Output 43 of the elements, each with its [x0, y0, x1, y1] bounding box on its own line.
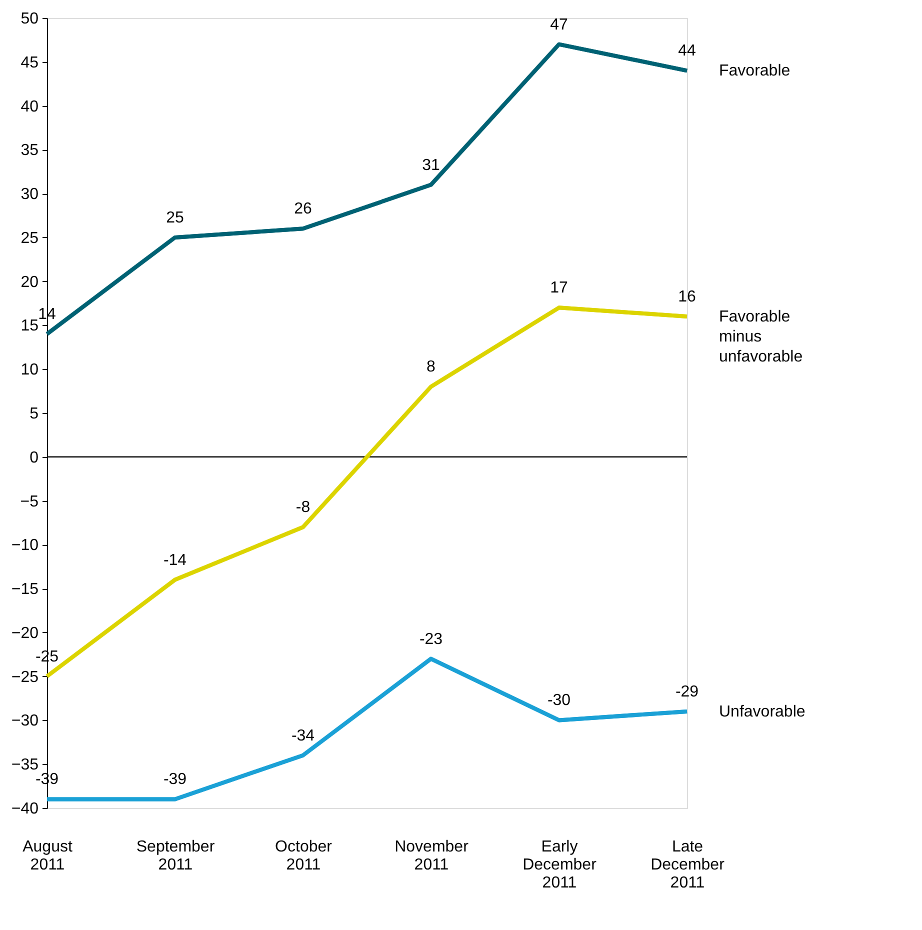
y-tick-label: −35	[11, 756, 39, 774]
data-label: 16	[678, 288, 696, 306]
y-tick-label: 5	[30, 406, 39, 422]
y-tick-label: −30	[11, 712, 39, 730]
y-tick-label: 35	[20, 142, 39, 160]
data-label: -34	[291, 727, 315, 744]
x-tick-label: Late December 2011	[650, 838, 726, 892]
text: Favorable	[719, 62, 790, 80]
y-tick-label: 45	[20, 54, 39, 72]
data-label: 31	[422, 156, 440, 174]
data-label: -30	[547, 692, 571, 710]
y-tick-label: −10	[11, 537, 39, 554]
data-label: -29	[675, 683, 699, 700]
y-tick-label: 30	[20, 186, 39, 204]
x-tick-label: November 2011	[394, 838, 470, 874]
data-label: 47	[550, 16, 568, 34]
data-label: -23	[419, 630, 443, 648]
x-tick-label: August 2011	[22, 838, 73, 874]
y-tick-label: −20	[11, 624, 39, 642]
data-label: 26	[294, 200, 312, 218]
data-label: 44	[678, 42, 696, 60]
y-tick-label: 50	[20, 10, 39, 28]
y-tick-label: 10	[20, 362, 39, 379]
y-tick-label: 20	[20, 274, 39, 291]
y-tick-label: 25	[20, 230, 39, 247]
y-tick-label: −40	[11, 800, 39, 818]
x-tick-label: September 2011	[136, 838, 216, 874]
y-tick-label: 40	[20, 98, 39, 116]
x-tick-label: Early December 2011	[522, 838, 598, 892]
data-label: -14	[163, 552, 187, 569]
text: Unfavorable	[719, 703, 806, 720]
x-tick-label: October 2011	[275, 838, 333, 874]
data-label: 25	[166, 209, 184, 226]
data-label: 8	[426, 358, 436, 376]
y-tick-label: 15	[20, 318, 39, 335]
y-tick-label: −15	[11, 581, 39, 598]
data-label: 17	[550, 280, 568, 297]
y-tick-label: −25	[11, 668, 39, 686]
y-tick-label: 0	[30, 449, 39, 466]
text: Favorable minus unfavorable	[719, 308, 803, 366]
y-tick-label: −5	[20, 493, 39, 510]
data-label: -8	[296, 499, 310, 516]
data-label: -39	[163, 771, 187, 788]
